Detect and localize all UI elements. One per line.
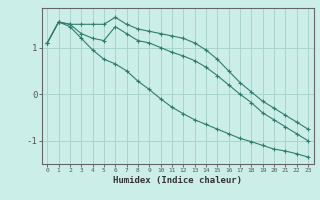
X-axis label: Humidex (Indice chaleur): Humidex (Indice chaleur) <box>113 176 242 185</box>
